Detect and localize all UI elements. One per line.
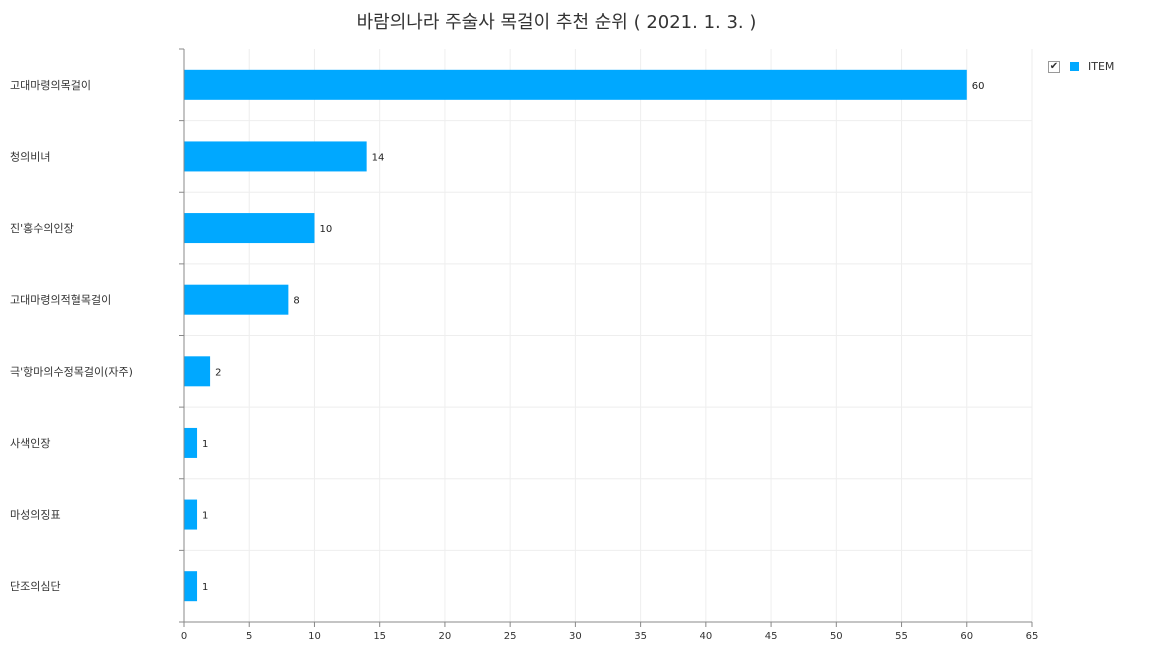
- x-tick-label: 25: [504, 631, 517, 642]
- legend-label: ITEM: [1088, 60, 1115, 73]
- x-tick-label: 20: [439, 631, 452, 642]
- x-tick-label: 50: [830, 631, 843, 642]
- category-label: 사색인장: [10, 437, 50, 450]
- bar: [184, 427, 198, 458]
- x-tick-label: 35: [634, 631, 647, 642]
- data-label: 60: [972, 81, 985, 92]
- data-label: 1: [202, 511, 208, 522]
- legend-checkbox[interactable]: ✔: [1048, 60, 1060, 73]
- bars: [184, 69, 967, 602]
- category-label: 고대마령의적혈목걸이: [10, 293, 111, 307]
- check-icon: ✔: [1049, 60, 1059, 72]
- category-label: 극'항마의수정목걸이(자주): [10, 365, 133, 378]
- x-tick-label: 30: [569, 631, 582, 642]
- bar: [184, 69, 967, 100]
- x-tick-label: 40: [699, 631, 712, 642]
- x-tick-label: 45: [765, 631, 778, 642]
- labels: 0 5 10 15 20 25 30 35 40 45 50 55 60 65 고대마령의목걸이 60 청의비녀…: [10, 79, 1038, 642]
- x-tick-label: 65: [1026, 631, 1039, 642]
- data-label: 14: [372, 152, 385, 163]
- x-tick-label: 5: [246, 631, 252, 642]
- category-label: 청의비녀: [10, 150, 50, 163]
- data-label: 10: [319, 224, 332, 235]
- legend-swatch: [1070, 62, 1079, 71]
- x-tick-label: 10: [308, 631, 321, 642]
- legend[interactable]: ✔ ITEM: [1048, 60, 1114, 73]
- bar: [184, 141, 367, 172]
- bar: [184, 571, 198, 602]
- bar: [184, 499, 198, 530]
- data-label: 1: [202, 582, 208, 593]
- bar: [184, 356, 211, 387]
- x-tick-label: 15: [373, 631, 386, 642]
- chart-title: 바람의나라 주술사 목걸이 추천 순위 ( 2021. 1. 3. ): [356, 12, 757, 33]
- data-label: 2: [215, 367, 221, 378]
- data-label: 1: [202, 439, 208, 450]
- x-tick-label: 55: [895, 631, 908, 642]
- data-label: 8: [293, 296, 299, 307]
- grid-lines: [184, 49, 1033, 622]
- bar: [184, 213, 315, 244]
- x-tick-label: 0: [181, 631, 187, 642]
- category-label: 마성의징표: [10, 509, 61, 522]
- category-label: 진'홍수의인장: [10, 221, 74, 235]
- category-label: 고대마령의목걸이: [10, 79, 91, 92]
- bar: [184, 284, 289, 315]
- axes: [179, 48, 1033, 627]
- x-tick-label: 60: [960, 631, 973, 642]
- category-label: 단조의심단: [10, 580, 61, 593]
